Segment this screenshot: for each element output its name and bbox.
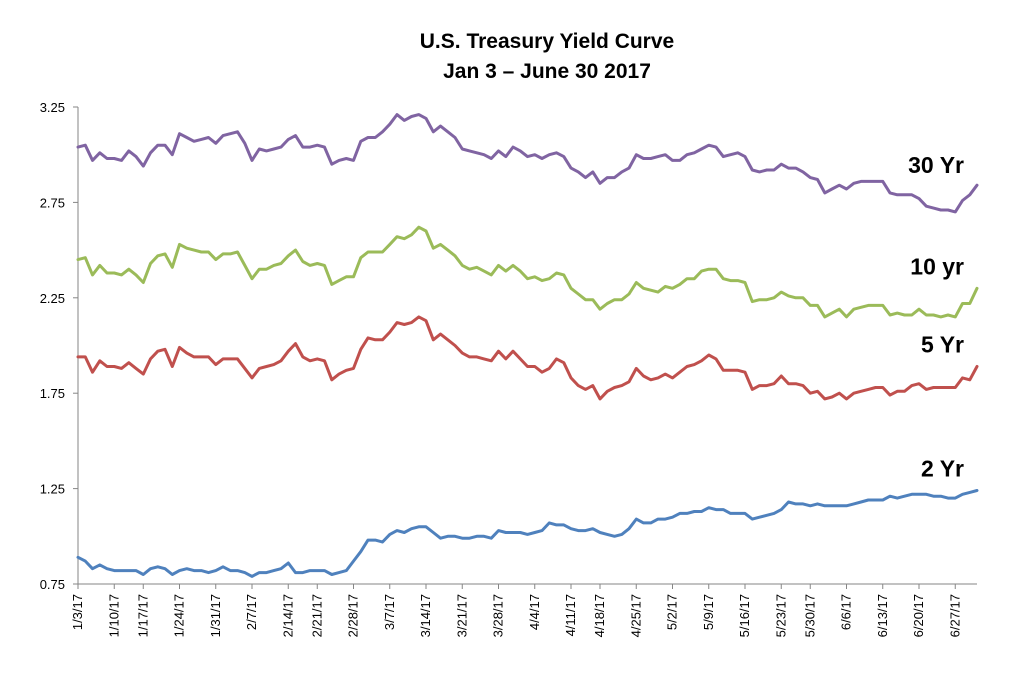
y-tick-label: 0.75	[40, 577, 65, 592]
x-tick-label: 4/18/17	[592, 594, 607, 637]
x-tick-label: 2/28/17	[346, 594, 361, 637]
series-lines	[76, 113, 979, 578]
x-tick-label: 3/7/17	[382, 594, 397, 630]
series-line-5-yr	[76, 315, 979, 401]
y-tick-label: 1.75	[40, 386, 65, 401]
x-tick-label: 3/28/17	[491, 594, 506, 637]
y-tick-label: 1.25	[40, 482, 65, 497]
series-label-5-yr: 5 Yr	[921, 331, 964, 357]
x-tick-label: 1/24/17	[172, 594, 187, 637]
series-line-2-yr	[76, 489, 979, 578]
chart-subtitle: Jan 3 – June 30 2017	[443, 60, 651, 83]
x-tick-label: 1/31/17	[208, 594, 223, 637]
x-tick-label: 5/16/17	[737, 594, 752, 637]
x-tick-label: 6/6/17	[839, 594, 854, 630]
y-tick-label: 3.25	[40, 100, 65, 115]
x-tick-label: 3/21/17	[454, 594, 469, 637]
x-tick-label: 6/20/17	[911, 594, 926, 637]
x-tick-label: 2/21/17	[309, 594, 324, 637]
series-line-10-yr	[76, 225, 979, 319]
x-tick-label: 5/23/17	[773, 594, 788, 637]
series-label-2-yr: 2 Yr	[921, 456, 964, 482]
x-axis: 1/3/17 1/10/17 1/17/17 1/24/17 1/31/17 2/7/17…	[70, 583, 977, 637]
y-tick-label: 2.75	[40, 195, 65, 210]
y-tick-label: 2.25	[40, 291, 65, 306]
x-tick-label: 5/2/17	[665, 594, 680, 630]
x-tick-label: 1/3/17	[70, 594, 85, 630]
x-tick-label: 3/14/17	[418, 594, 433, 637]
x-tick-label: 1/10/17	[106, 594, 121, 637]
y-axis: 0.75 1.25 1.75 2.25 2.75 3.25	[40, 100, 79, 592]
x-tick-label: 4/4/17	[527, 594, 542, 630]
x-tick-label: 6/27/17	[947, 594, 962, 637]
x-tick-label: 5/30/17	[802, 594, 817, 637]
x-tick-label: 2/14/17	[280, 594, 295, 637]
chart-title: U.S. Treasury Yield Curve	[420, 30, 674, 53]
series-labels: 30 Yr 10 yr 5 Yr 2 Yr	[908, 152, 964, 481]
x-tick-label: 2/7/17	[244, 594, 259, 630]
x-tick-label: 1/17/17	[135, 594, 150, 637]
x-tick-label: 4/25/17	[628, 594, 643, 637]
x-tick-label: 6/13/17	[875, 594, 890, 637]
x-tick-label: 4/11/17	[563, 594, 578, 636]
series-label-10-yr: 10 yr	[910, 253, 964, 279]
series-line-30-yr	[76, 113, 979, 214]
series-label-30-yr: 30 Yr	[908, 152, 964, 178]
x-tick-label: 5/9/17	[701, 594, 716, 630]
